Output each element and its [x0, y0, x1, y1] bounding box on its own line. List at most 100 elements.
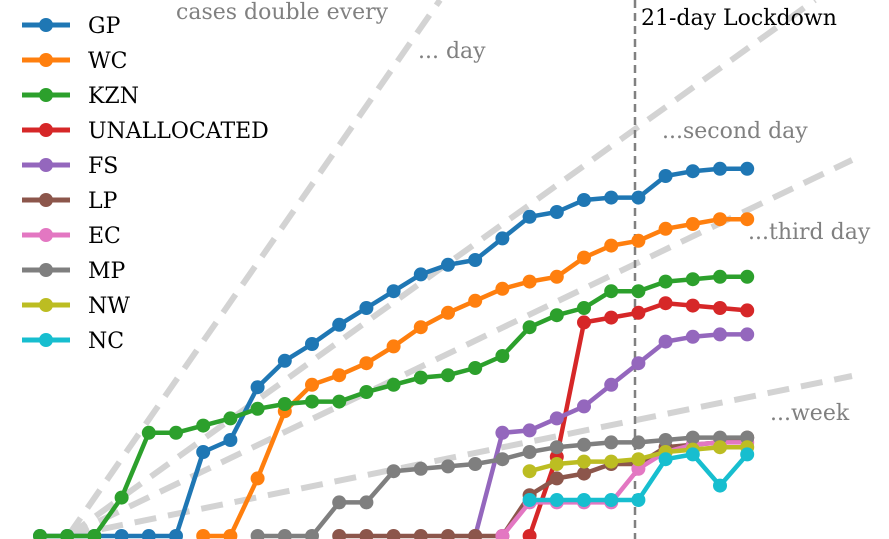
legend-swatch-marker-fs	[39, 158, 53, 172]
point-gp-26	[740, 161, 755, 176]
point-gp-19	[549, 205, 564, 219]
point-kzn-8	[250, 401, 265, 416]
point-mp-15	[441, 459, 455, 474]
annotation-double-every: cases double every	[176, 0, 389, 25]
point-fs-25	[713, 327, 727, 342]
point-gp-6	[196, 445, 211, 459]
annotation-third-day: ...third day	[748, 220, 871, 245]
series-nc	[522, 447, 755, 507]
point-kzn-16	[468, 361, 483, 375]
point-mp-20	[577, 437, 591, 452]
annotation-second-day: ...second day	[662, 119, 808, 144]
point-wc-25	[713, 212, 727, 227]
point-unallocated-25	[713, 301, 727, 315]
legend-swatch-marker-nw	[39, 298, 53, 312]
point-fs-26	[740, 327, 755, 342]
point-kzn-24	[685, 272, 700, 287]
point-kzn-17	[495, 349, 510, 363]
point-gp-8	[250, 380, 265, 395]
legend-swatch-marker-wc	[39, 53, 53, 67]
point-mp-9	[277, 529, 292, 539]
point-lp-12	[359, 529, 374, 539]
point-gp-13	[386, 284, 401, 299]
point-gp-11	[332, 317, 347, 332]
guide-line-3	[67, 373, 853, 539]
point-mp-11	[332, 495, 347, 510]
point-lp-13	[386, 529, 401, 539]
point-ec-17	[495, 529, 510, 539]
point-mp-16	[468, 457, 483, 471]
point-kzn-9	[277, 397, 292, 411]
point-kzn-18	[522, 320, 537, 335]
point-wc-19	[549, 269, 564, 284]
point-unallocated-18	[522, 529, 537, 539]
point-kzn-5	[169, 425, 183, 440]
point-gp-22	[631, 190, 646, 205]
point-nc-25	[713, 478, 727, 493]
point-kzn-1	[60, 529, 75, 539]
point-wc-26	[740, 212, 755, 227]
point-gp-16	[468, 253, 483, 267]
point-kzn-11	[332, 394, 347, 409]
lockdown-label: 21-day Lockdown	[641, 6, 837, 31]
point-kzn-25	[713, 269, 727, 284]
point-gp-5	[169, 529, 183, 539]
legend-swatch-marker-mp	[39, 263, 53, 277]
legend-label-wc: WC	[88, 49, 127, 74]
point-mp-25	[713, 430, 727, 445]
series-line-lp	[339, 435, 748, 539]
series-group	[33, 161, 755, 539]
point-nc-19	[549, 493, 564, 507]
point-kzn-15	[441, 368, 455, 383]
point-kzn-22	[631, 284, 646, 299]
point-wc-13	[386, 339, 401, 354]
point-wc-20	[577, 250, 591, 265]
legend-label-unallocated: UNALLOCATED	[88, 119, 269, 144]
point-gp-24	[685, 164, 700, 179]
point-nw-22	[631, 452, 646, 467]
legend-label-lp: LP	[88, 189, 118, 214]
point-mp-21	[604, 435, 619, 450]
point-kzn-26	[740, 269, 755, 284]
point-nw-21	[604, 454, 619, 469]
point-nc-23	[658, 452, 673, 467]
point-unallocated-26	[740, 303, 755, 318]
point-gp-10	[305, 337, 319, 351]
point-wc-21	[604, 238, 619, 253]
point-nc-24	[685, 447, 700, 462]
legend-swatch-marker-gp	[39, 18, 53, 32]
point-fs-20	[577, 399, 591, 414]
point-mp-19	[549, 440, 564, 455]
point-kzn-10	[305, 394, 319, 409]
point-nw-18	[522, 464, 537, 479]
point-wc-17	[495, 281, 510, 296]
point-mp-22	[631, 435, 646, 450]
guide-line-2	[66, 157, 854, 539]
point-lp-14	[413, 529, 428, 539]
point-wc-10	[305, 377, 319, 392]
point-lp-16	[468, 529, 483, 539]
point-nw-20	[577, 454, 591, 469]
point-nc-22	[631, 493, 646, 507]
point-gp-15	[441, 257, 455, 272]
point-wc-12	[359, 356, 374, 371]
point-kzn-23	[658, 274, 673, 289]
point-wc-18	[522, 274, 537, 289]
point-gp-25	[713, 161, 727, 176]
point-mp-18	[522, 445, 537, 459]
legend-label-kzn: KZN	[88, 84, 139, 109]
point-kzn-12	[359, 385, 374, 399]
point-gp-7	[223, 433, 238, 447]
point-fs-22	[631, 356, 646, 371]
point-wc-24	[685, 217, 700, 231]
point-unallocated-22	[631, 305, 646, 320]
legend-label-ec: EC	[88, 224, 121, 249]
point-gp-20	[577, 193, 591, 207]
point-nw-25	[713, 440, 727, 455]
point-fs-18	[522, 423, 537, 438]
point-kzn-4	[141, 425, 156, 440]
point-gp-12	[359, 301, 374, 315]
legend-swatch-marker-nc	[39, 333, 53, 347]
point-gp-18	[522, 209, 537, 224]
